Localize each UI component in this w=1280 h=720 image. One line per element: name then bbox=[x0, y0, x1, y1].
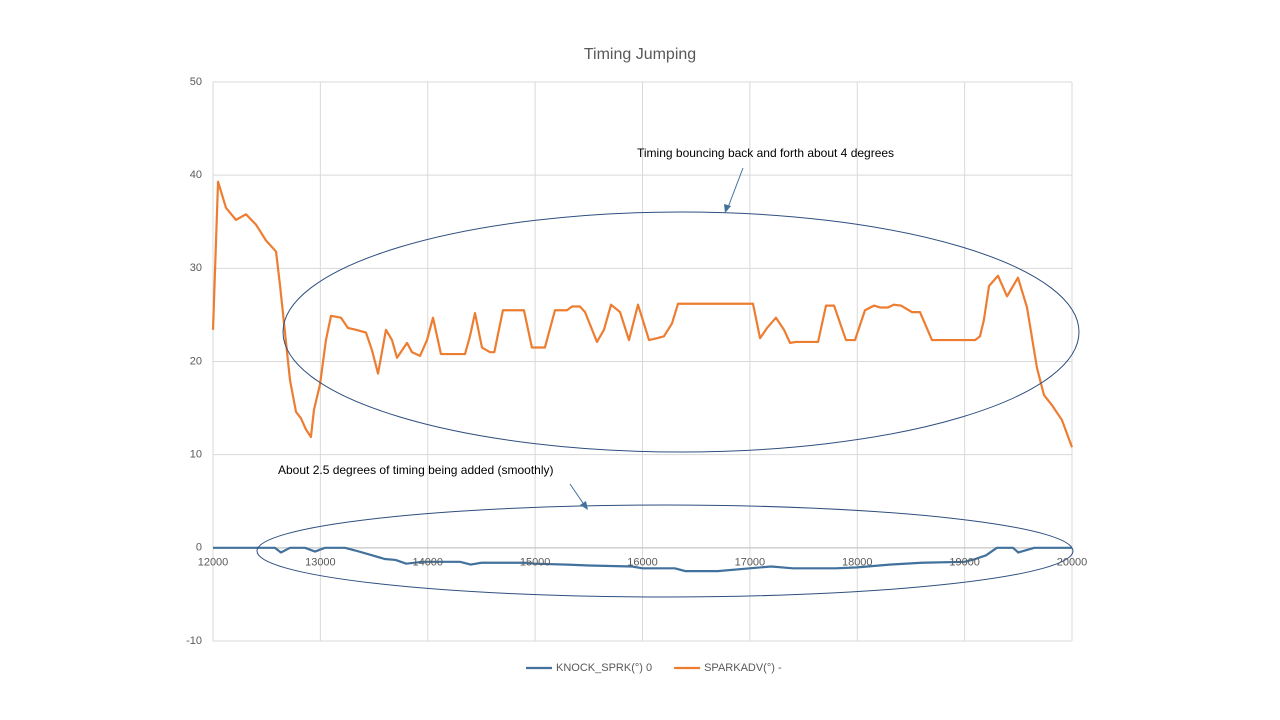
x-tick-label: 13000 bbox=[305, 557, 336, 569]
x-tick-label: 16000 bbox=[627, 557, 658, 569]
x-tick-label: 18000 bbox=[842, 557, 873, 569]
y-tick-label: -10 bbox=[186, 635, 202, 647]
annotation-arrow bbox=[569, 483, 586, 507]
x-tick-label: 12000 bbox=[198, 557, 229, 569]
annotation-arrow bbox=[726, 167, 744, 211]
x-tick-label: 17000 bbox=[735, 557, 766, 569]
legend-label: SPARKADV(°) - bbox=[704, 662, 782, 674]
x-tick-label: 14000 bbox=[412, 557, 443, 569]
y-tick-label: 0 bbox=[196, 542, 202, 554]
x-tick-label: 15000 bbox=[520, 557, 551, 569]
y-tick-label: 50 bbox=[190, 76, 202, 88]
annotation: About 2.5 degrees of timing being added … bbox=[278, 463, 554, 477]
arrowhead bbox=[724, 204, 731, 213]
annotation-ellipse bbox=[282, 211, 1080, 453]
chart-title: Timing Jumping bbox=[584, 46, 696, 63]
y-tick-label: 20 bbox=[190, 355, 202, 367]
legend-label: KNOCK_SPRK(°) 0 bbox=[556, 662, 652, 674]
y-tick-label: 40 bbox=[190, 169, 202, 181]
y-tick-label: 30 bbox=[190, 262, 202, 274]
x-tick-label: 19000 bbox=[949, 557, 980, 569]
series-line bbox=[213, 546, 1072, 573]
annotation: Timing bouncing back and forth about 4 d… bbox=[637, 146, 894, 160]
arrowhead bbox=[580, 501, 588, 510]
x-tick-label: 20000 bbox=[1057, 557, 1088, 569]
y-tick-label: 10 bbox=[190, 449, 202, 461]
annotation-ellipse bbox=[256, 504, 1074, 598]
series-line bbox=[211, 180, 1074, 448]
